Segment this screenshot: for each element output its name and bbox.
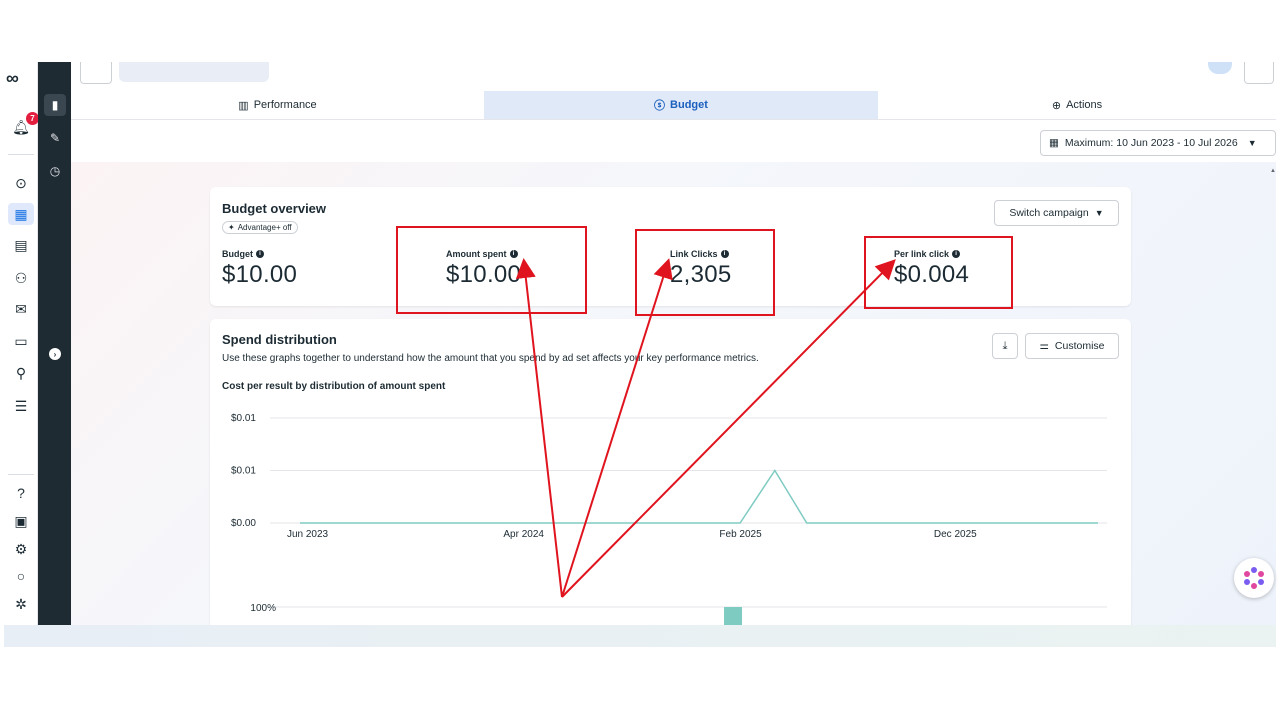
budget-overview-title: Budget overview	[222, 201, 327, 216]
info-icon[interactable]: i	[256, 250, 264, 258]
bell-icon[interactable]: 🔔︎ 7	[8, 112, 39, 138]
customise-button[interactable]: ⚌ Customise	[1025, 333, 1119, 359]
search-icon[interactable]: ○	[16, 568, 26, 584]
annotation-box-link-clicks	[635, 229, 775, 316]
document-icon[interactable]: ▤	[14, 236, 28, 253]
spend-distribution-description: Use these graphs together to understand …	[222, 353, 759, 364]
download-icon: ⤓	[1002, 339, 1008, 352]
y-tick-label: $0.01	[231, 413, 256, 424]
metric-value: $0.004	[894, 261, 970, 288]
metric-budget: Budget i $10.00	[222, 249, 298, 288]
secondary-sidebar: ▮ ✎ ◷ ›	[38, 62, 71, 625]
tab-actions[interactable]: ⊕ Actions	[1051, 99, 1103, 112]
metric-amount-spent: Amount spent i $10.00	[446, 249, 522, 288]
x-tick-label: Dec 2025	[934, 529, 977, 540]
divider	[8, 154, 34, 155]
menu-icon[interactable]: ☰	[14, 397, 28, 414]
avatar[interactable]	[1208, 62, 1232, 74]
advantage-status-pill: ✦ Advantage+ off	[222, 221, 298, 234]
audience-icon[interactable]: ⚇	[14, 269, 28, 286]
info-icon[interactable]: i	[952, 250, 961, 258]
top-bar: ▥ Performance ⓢ Budget ⊕ Actions ▦ Maxim…	[71, 62, 1276, 162]
flower-icon	[1244, 567, 1264, 589]
ads-manager-grid-icon[interactable]: ▦	[8, 203, 34, 225]
metric-value: $10.00	[222, 261, 298, 288]
sliders-icon: ⚌	[1039, 340, 1049, 352]
arrow-up-circle-icon: ⊕	[1051, 99, 1062, 112]
metric-value: $10.00	[446, 261, 522, 288]
bottom-status-strip	[4, 625, 1276, 647]
tab-budget[interactable]: ⓢ Budget	[484, 91, 878, 119]
scrollbar-arrow-icon[interactable]: ▲	[1270, 168, 1276, 174]
sparkle-icon: ✦	[228, 223, 235, 232]
dashboard-icon[interactable]: ⊙	[15, 174, 27, 191]
ai-assistant-button[interactable]	[1234, 558, 1274, 598]
y-tick-label: 100%	[250, 603, 276, 614]
budget-overview-card: Budget overview ✦ Advantage+ off Switch …	[210, 187, 1131, 306]
tab-performance[interactable]: ▥ Performance	[238, 99, 317, 112]
caret-down-icon: ▼	[1247, 138, 1257, 148]
megaphone-icon[interactable]: ✉	[15, 300, 27, 317]
annotation-box-per-link-click	[864, 236, 1013, 309]
calendar-icon: ▦	[1049, 137, 1059, 149]
tab-bar: ▥ Performance ⓢ Budget ⊕ Actions	[71, 91, 1276, 120]
back-button[interactable]	[80, 62, 112, 84]
campaign-name-pill[interactable]	[119, 62, 269, 82]
y-tick-label: $0.00	[231, 518, 256, 529]
help-icon[interactable]: ?	[17, 485, 25, 501]
spend-distribution-title: Spend distribution	[222, 332, 337, 347]
business-assets-icon[interactable]: ⚲	[15, 364, 27, 381]
primary-sidebar: ∞ 🔔︎ 7 ⊙ ▦ ▤ ⚇ ✉ ▭ ⚲ ☰ ? ▣ ⚙ ○ ✲	[4, 62, 39, 625]
main-content: ▥ Performance ⓢ Budget ⊕ Actions ▦ Maxim…	[71, 62, 1276, 639]
billing-card-icon[interactable]: ▭	[14, 332, 28, 349]
caret-down-icon: ▼	[1094, 208, 1104, 218]
series-line	[300, 469, 1098, 524]
metric-per-link-click: Per link click i $0.004	[894, 249, 970, 288]
info-icon[interactable]: i	[509, 250, 518, 258]
meta-logo: ∞	[6, 68, 19, 88]
bar-chart-icon[interactable]: ▮	[44, 94, 66, 116]
date-range-picker[interactable]: ▦ Maximum: 10 Jun 2023 - 10 Jul 2026 ▼	[1040, 130, 1276, 156]
pencil-icon[interactable]: ✎	[49, 131, 61, 145]
chart-title: Cost per result by distribution of amoun…	[222, 381, 446, 392]
cost-per-result-chart: $0.01 $0.01 $0.00 Jun 2023 Apr 2024 Feb 2025…	[231, 413, 1107, 639]
notification-badge: 7	[26, 112, 39, 125]
switch-campaign-button[interactable]: Switch campaign ▼	[994, 200, 1119, 226]
info-icon[interactable]: i	[720, 250, 729, 258]
top-right-button[interactable]	[1244, 62, 1274, 84]
x-tick-label: Jun 2023	[287, 529, 329, 540]
y-tick-label: $0.01	[231, 466, 256, 477]
coin-icon: ⓢ	[654, 100, 666, 112]
settings-gear-icon[interactable]: ⚙	[14, 540, 28, 557]
bar-chart-icon: ▥	[238, 99, 249, 112]
news-icon[interactable]: ▣	[14, 512, 28, 529]
download-button[interactable]: ⤓	[992, 333, 1018, 359]
spend-distribution-card: Spend distribution Use these graphs toge…	[210, 319, 1131, 639]
x-tick-label: Apr 2024	[503, 529, 544, 540]
x-tick-label: Feb 2025	[719, 529, 762, 540]
annotation-box-amount-spent	[396, 226, 587, 314]
clock-icon[interactable]: ◷	[49, 164, 61, 178]
divider	[8, 474, 34, 475]
ads-manager-app: ∞ 🔔︎ 7 ⊙ ▦ ▤ ⚇ ✉ ▭ ⚲ ☰ ? ▣ ⚙ ○ ✲ ▮ ✎ ◷ ›	[4, 62, 1276, 647]
bug-report-icon[interactable]: ✲	[15, 595, 27, 612]
expand-chevron-icon[interactable]: ›	[49, 348, 61, 360]
